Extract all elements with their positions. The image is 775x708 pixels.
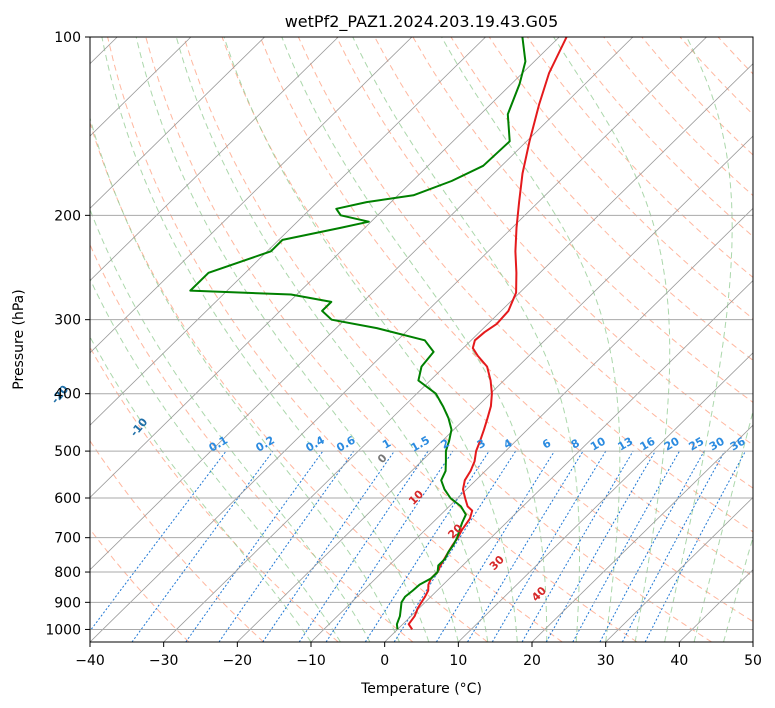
isotherm: [605, 496, 753, 642]
x-tick-label: 10: [449, 653, 467, 669]
dry-adiabat: [336, 37, 753, 489]
y-axis-ticks: 1000 900 800 700 600 500 400 300 200 100: [45, 30, 90, 638]
x-tick-label: 0: [380, 653, 389, 669]
moist-adiabat: [135, 37, 459, 642]
moist-adiabat: [352, 37, 580, 642]
isotherm: [163, 63, 753, 642]
isotherm: [90, 37, 486, 426]
dry-adiabat: [488, 37, 753, 320]
dewpoint-profile: [189, 37, 527, 630]
mixing-ratio-line: [599, 450, 705, 642]
dry-adiabat: [90, 243, 414, 642]
isotherm: [384, 280, 753, 642]
dry-adiabat: [374, 37, 753, 446]
x-tick-label: −20: [223, 653, 253, 669]
isotherm: [90, 37, 265, 209]
moist-adiabat: [175, 37, 489, 642]
moist-adiabat: [723, 535, 753, 642]
dry-adiabat: [90, 439, 264, 642]
x-tick-label: −30: [149, 653, 179, 669]
y-tick-label: 400: [54, 387, 81, 403]
isotherm: [90, 37, 707, 642]
mixing-ratio-line: [467, 450, 584, 642]
moist-adiabat: [553, 37, 671, 642]
mixing-ratio-line: [185, 450, 324, 642]
dry-adiabat: [90, 346, 339, 642]
dry-adiabat: [259, 37, 753, 577]
mixing-ratio-line: [435, 450, 555, 642]
mixing-ratio-line: [545, 450, 656, 642]
y-tick-label: 1000: [45, 622, 81, 638]
y-tick-label: 200: [54, 208, 81, 224]
x-tick-label: 40: [670, 653, 688, 669]
isotherm: [90, 37, 560, 498]
moist-adiabat: [90, 116, 400, 642]
moist-adiabat: [441, 37, 621, 642]
mixing-ratio-line: [218, 450, 355, 642]
x-tick-label: −10: [296, 653, 326, 669]
moist-adiabat: [223, 37, 518, 642]
mixing-ratio-line: [90, 450, 227, 632]
mixing-ratio-line: [131, 450, 274, 642]
x-tick-label: 20: [523, 653, 541, 669]
x-tick-label: 50: [744, 653, 762, 669]
y-tick-label: 900: [54, 595, 81, 611]
y-tick-label: 700: [54, 531, 81, 547]
moist-adiabat: [693, 409, 753, 642]
isotherm: [90, 37, 339, 282]
dry-adiabat: [145, 37, 638, 642]
mixing-ratio-line: [572, 450, 680, 642]
y-axis-label: Pressure (hPa): [11, 289, 27, 389]
y-tick-label: 100: [54, 30, 81, 46]
isotherm: [237, 135, 753, 642]
x-axis-label: Temperature (°C): [360, 681, 482, 697]
mixing-ratio-line: [393, 450, 517, 642]
temperature-profile: [407, 37, 568, 630]
y-tick-label: 600: [54, 491, 81, 507]
isotherm: [752, 641, 753, 642]
mixing-ratio-line: [298, 450, 429, 642]
isotherm: [310, 207, 753, 642]
isotherm: [90, 37, 413, 354]
mixing-ratio-line: [364, 450, 490, 642]
moist-adiabat: [664, 37, 733, 642]
moist-adiabat: [101, 37, 430, 642]
dry-adiabat: [183, 37, 712, 642]
mixing-ratio-line: [621, 450, 726, 642]
mixing-ratio-line: [325, 450, 454, 642]
dry-adiabat: [221, 37, 753, 623]
x-axis-ticks: −40 −30 −20 −10 0 10 20 30 40 50: [75, 642, 762, 669]
dry-adiabat: [90, 121, 488, 642]
mixing-ratio-line: [521, 450, 634, 642]
y-tick-label: 300: [54, 313, 81, 329]
x-tick-label: 30: [597, 653, 615, 669]
dry-adiabat: [756, 37, 775, 642]
mixing-ratio-line: [262, 450, 395, 642]
series-lines: [189, 37, 568, 630]
chart-title: wetPf2_PAZ1.2024.203.19.43.G05: [285, 12, 559, 32]
dry-adiabat: [107, 37, 563, 642]
moist-adiabat: [90, 277, 341, 642]
y-tick-label: 500: [54, 444, 81, 460]
moist-adiabat: [90, 208, 371, 642]
dry-adiabat: [450, 37, 753, 361]
isotherm: [458, 352, 753, 642]
plot-frame: [89, 36, 754, 643]
isotherm: [531, 424, 753, 642]
dry-adiabat: [412, 37, 753, 403]
x-tick-label: −40: [75, 653, 105, 669]
y-tick-label: 800: [54, 565, 81, 581]
